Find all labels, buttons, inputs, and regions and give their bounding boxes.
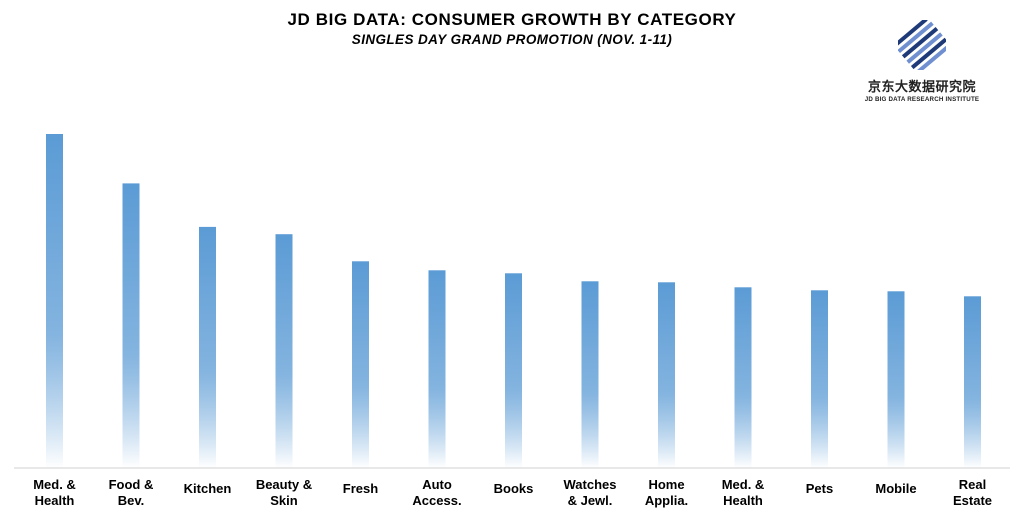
x-tick-label-food-bev: Food & Bev.: [109, 477, 154, 508]
logo-chinese-name: 京东大数据研究院: [867, 80, 976, 95]
bar-series: [46, 134, 981, 468]
bar-mobile: [887, 291, 905, 468]
x-tick-label-line: Fresh: [343, 481, 378, 496]
chart-title: JD BIG DATA: CONSUMER GROWTH BY CATEGORY: [287, 10, 737, 29]
x-tick-label-line: Books: [494, 481, 534, 496]
x-tick-label-line: Med. &: [33, 477, 76, 492]
x-tick-label-pets: Pets: [806, 481, 833, 496]
x-tick-label-auto-access: Auto Access.: [412, 477, 461, 508]
x-tick-label-line: Kitchen: [184, 481, 232, 496]
x-tick-label-line: Estate: [953, 493, 992, 508]
bar-med-health-2: [734, 287, 752, 468]
chart-subtitle: SINGLES DAY GRAND PROMOTION (NOV. 1-11): [351, 32, 673, 47]
x-tick-label-line: Health: [723, 493, 763, 508]
x-tick-label-line: Access.: [412, 493, 461, 508]
x-tick-label-kitchen: Kitchen: [184, 481, 232, 496]
jd-big-data-logo: 京东大数据研究院 JD BIG DATA RESEARCH INSTITUTE: [862, 18, 982, 108]
x-tick-label-books: Books: [494, 481, 534, 496]
x-tick-label-line: Food &: [109, 477, 154, 492]
bar-pets: [811, 290, 828, 468]
bar-real-estate: [964, 296, 981, 468]
x-tick-label-real-estate: Real Estate: [953, 477, 992, 508]
x-tick-label-line: Bev.: [118, 493, 145, 508]
x-tick-label-home-applia: Home Applia.: [645, 477, 688, 508]
bar-food-bev: [122, 183, 140, 468]
x-tick-label-line: Health: [35, 493, 75, 508]
x-tick-label-line: Home: [648, 477, 684, 492]
x-tick-label-line: & Jewl.: [568, 493, 613, 508]
x-tick-label-watches-jewl: Watches & Jewl.: [564, 477, 617, 508]
x-tick-label-line: Real: [959, 477, 986, 492]
bar-med-health: [46, 134, 63, 468]
x-tick-label-med-health-2: Med. & Health: [722, 477, 765, 508]
x-tick-label-line: Skin: [270, 493, 298, 508]
bar-auto-access: [428, 270, 446, 468]
bar-fresh: [352, 261, 369, 468]
x-tick-label-line: Beauty &: [256, 477, 312, 492]
logo-english-name: JD BIG DATA RESEARCH INSTITUTE: [864, 96, 980, 103]
bar-home-applia: [658, 282, 675, 468]
jd-stripes-logo-icon: [898, 20, 946, 70]
x-tick-label-fresh: Fresh: [343, 481, 378, 496]
x-tick-label-line: Med. &: [722, 477, 765, 492]
x-tick-label-beauty-skin: Beauty & Skin: [256, 477, 312, 508]
x-tick-label-line: Watches: [564, 477, 617, 492]
x-tick-label-line: Auto: [422, 477, 452, 492]
x-tick-label-line: Applia.: [645, 493, 688, 508]
bar-watches-jewl: [581, 281, 599, 468]
x-tick-label-mobile: Mobile: [875, 481, 916, 496]
bar-kitchen: [199, 226, 216, 468]
bar-books: [505, 273, 522, 468]
bar-beauty-skin: [275, 234, 293, 468]
x-tick-label-line: Mobile: [875, 481, 916, 496]
x-tick-label-med-health: Med. & Health: [33, 477, 76, 508]
x-tick-label-line: Pets: [806, 481, 833, 496]
